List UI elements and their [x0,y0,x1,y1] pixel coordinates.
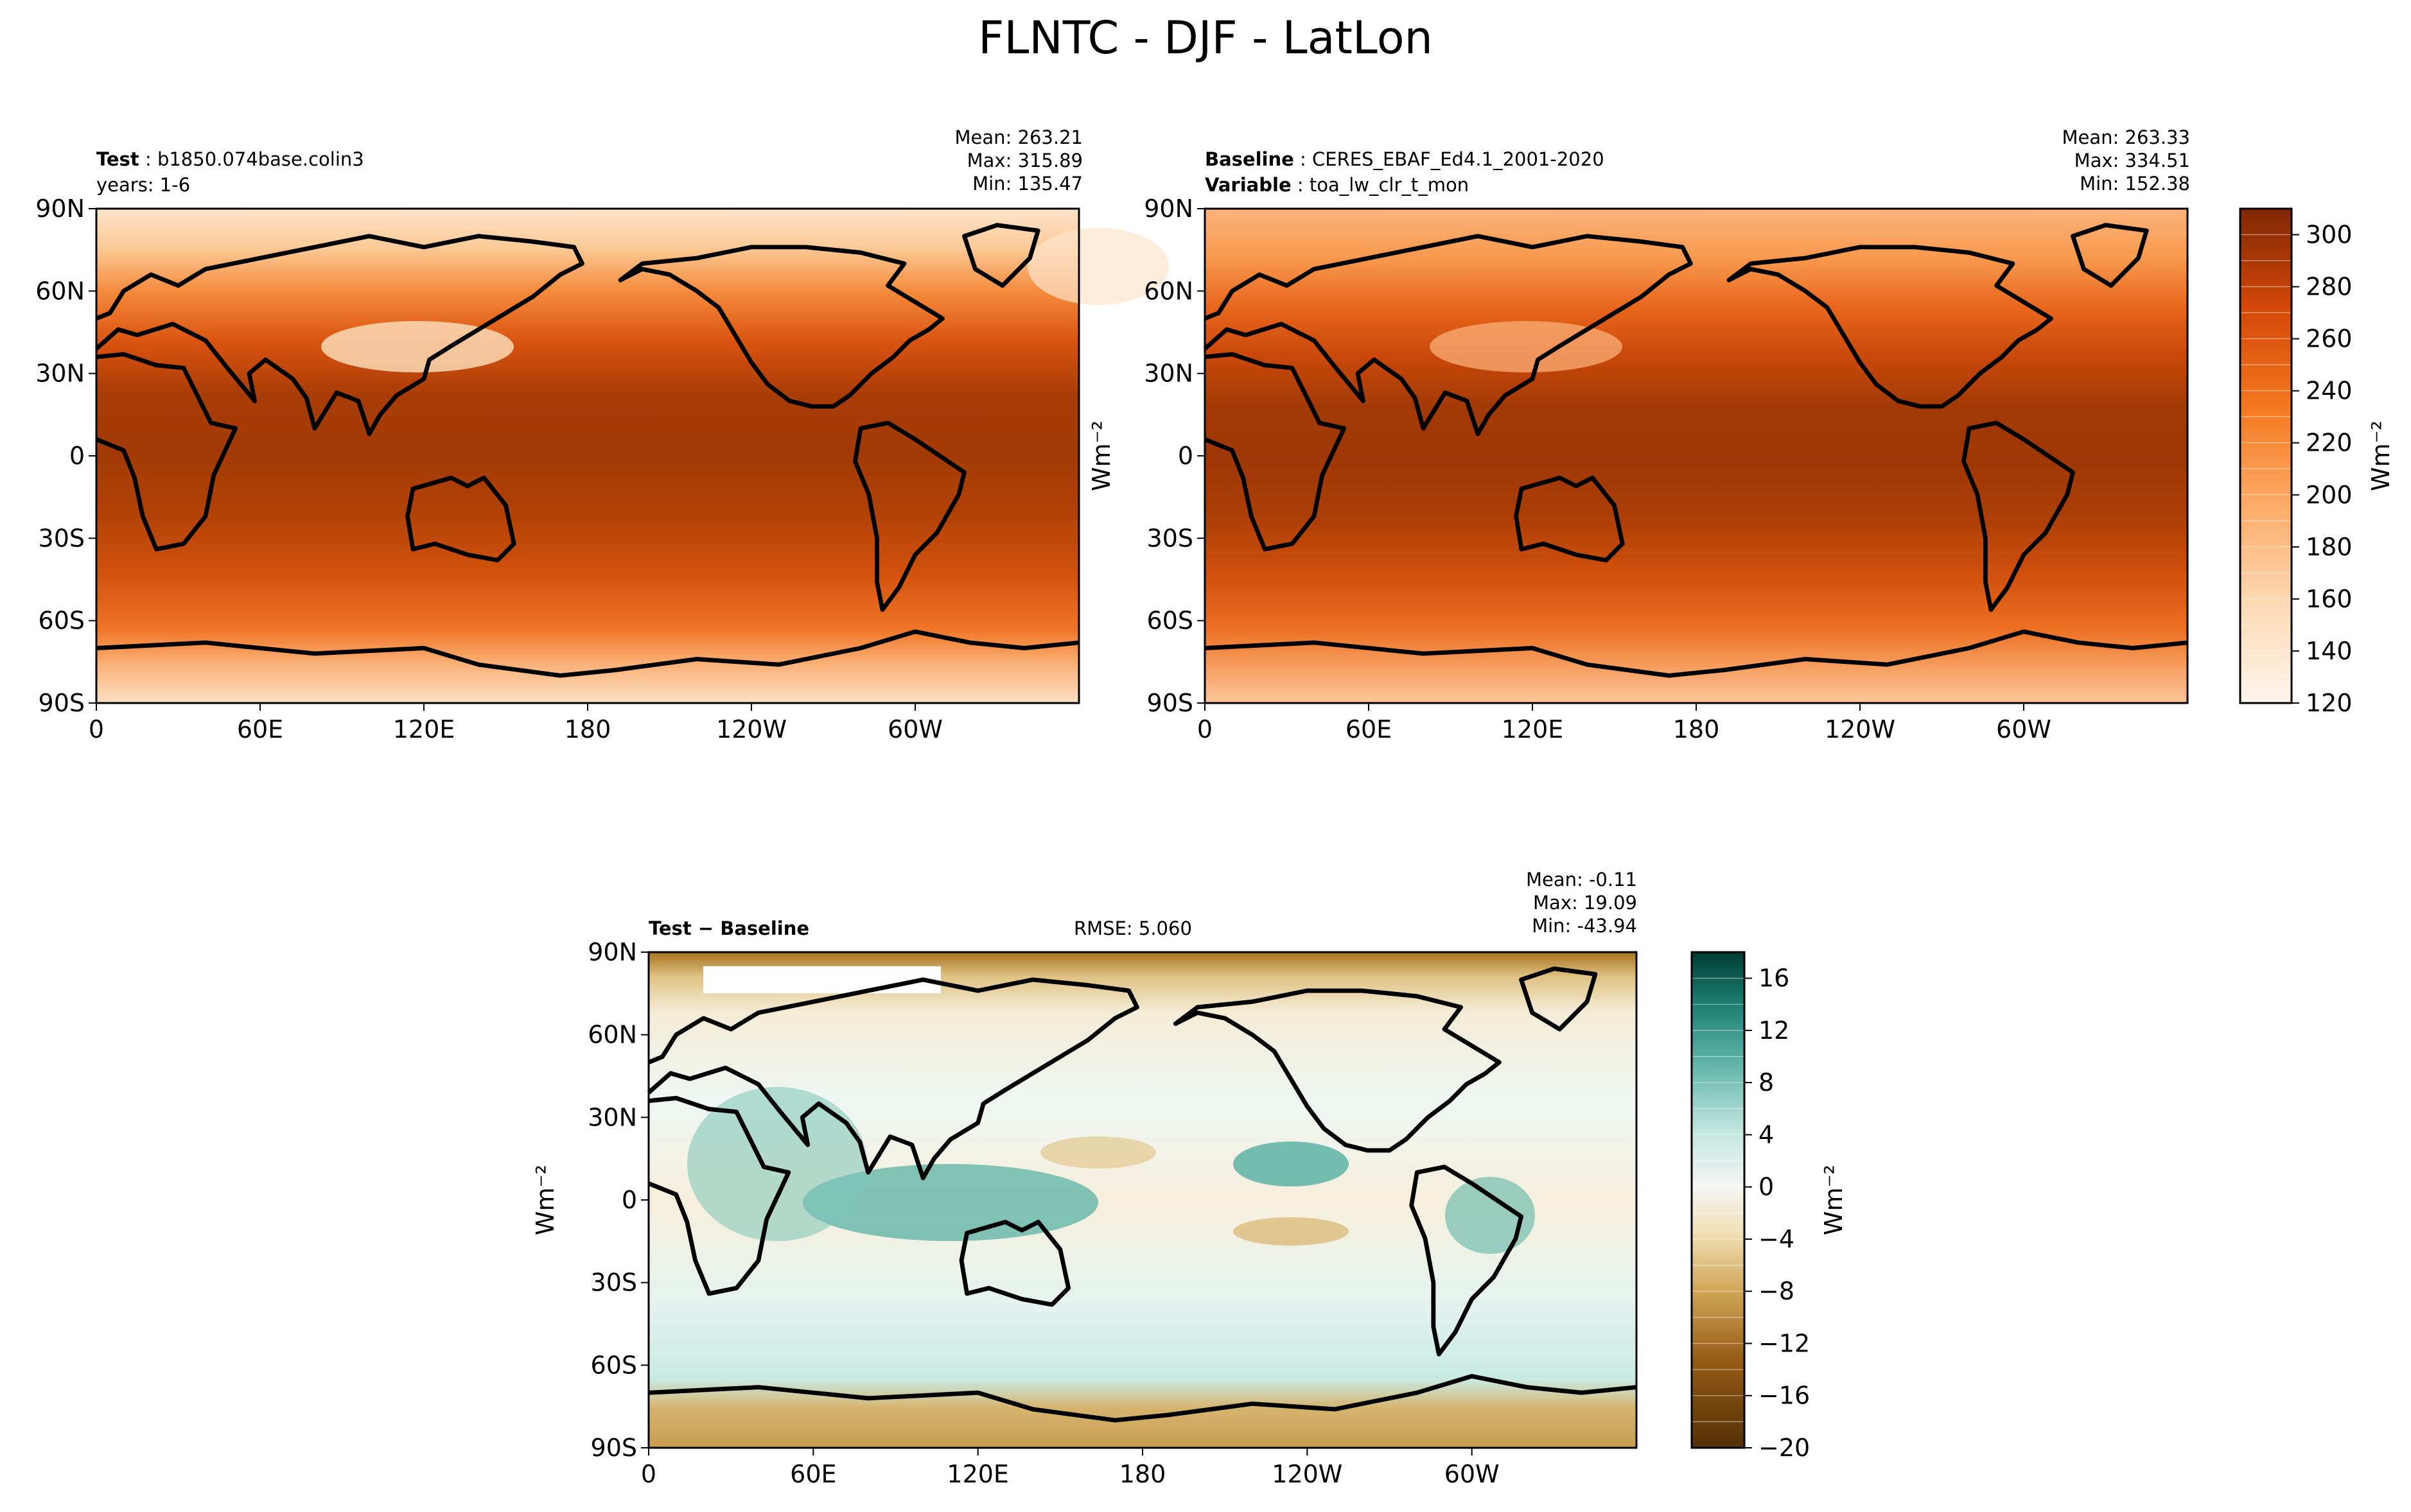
baseline-variable-key: Variable [1205,174,1292,196]
diff-xtick-label: 60W [1444,1460,1500,1488]
test-xtick-label: 180 [565,715,611,743]
test-xtick-label: 60E [237,715,283,743]
diff-label: Test − Baseline [649,917,809,940]
test-label-key: Test [96,148,139,170]
test-mean: Mean: 263.21 [954,126,1083,148]
diff-xtick-label: 0 [641,1460,656,1488]
colorbar-brbg-tick-label: 12 [1758,1016,1789,1045]
test-ytick-label: 60N [35,277,85,305]
test-ytick-label: 0 [69,442,85,470]
diff-ytick-label: 90N [588,938,637,966]
colorbar-brbg-tick-label: −8 [1758,1277,1794,1305]
baseline-ytick-label: 90N [1144,195,1193,223]
colorbar-brbg [1690,951,1746,1449]
baseline-xtick-label: 120E [1502,715,1564,743]
colorbar-oranges-tick-label: 200 [2306,481,2353,509]
baseline-stats: Mean: 263.33 Max: 334.51 Min: 152.38 [2062,126,2190,195]
diff-ylabel: Wm⁻² [531,1165,559,1235]
diff-ytick-label: 60N [588,1021,637,1049]
baseline-xtick-label: 60W [1996,715,2051,743]
baseline-ytick-label: 60N [1144,277,1193,305]
colorbar-brbg-label: Wm⁻² [1819,1165,1848,1235]
colorbar-oranges-tick-label: 160 [2306,585,2353,613]
test-ytick-label: 90N [35,195,85,223]
baseline-ytick-label: 30S [1147,524,1193,552]
diff-ytick-label: 60S [591,1351,637,1379]
colorbar-oranges-tick-label: 280 [2306,273,2353,301]
test-ytick-label: 30N [35,360,85,388]
diff-map [649,951,1636,1449]
diff-mean: Mean: -0.11 [1525,869,1637,891]
colorbar-brbg-tick-label: −20 [1758,1434,1810,1462]
colorbar-oranges-tick-label: 140 [2306,637,2353,665]
baseline-xtick-label: 180 [1673,715,1720,743]
baseline-ytick-label: 30N [1144,360,1193,388]
diff-ytick-label: 30S [591,1269,637,1297]
baseline-label: Baseline : CERES_EBAF_Ed4.1_2001-2020 [1205,148,1604,170]
test-stats: Mean: 263.21 Max: 315.89 Min: 135.47 [955,126,1083,195]
baseline-ytick-label: 60S [1147,607,1193,635]
baseline-min: Min: 152.38 [2080,173,2190,195]
colorbar-oranges-label: Wm⁻² [2367,421,2395,491]
baseline-variable-value: toa_lw_clr_t_mon [1309,174,1469,196]
test-min: Min: 135.47 [972,173,1083,195]
diff-xtick-label: 120E [947,1460,1009,1488]
test-years: years: 1-6 [96,174,191,196]
colorbar-brbg-tick-label: −12 [1758,1329,1810,1357]
baseline-label-value: CERES_EBAF_Ed4.1_2001-2020 [1312,148,1604,170]
diff-min: Min: -43.94 [1532,915,1637,937]
test-xtick-label: 120W [716,715,787,743]
baseline-variable: Variable : toa_lw_clr_t_mon [1205,174,1469,196]
baseline-mean: Mean: 263.33 [2062,126,2190,148]
baseline-xtick-label: 60E [1346,715,1392,743]
colorbar-oranges [2239,207,2293,704]
baseline-ytick-label: 90S [1147,689,1193,717]
test-max: Max: 315.89 [967,150,1083,171]
diff-stats: Mean: -0.11 Max: 19.09 Min: -43.94 [1526,868,1637,937]
test-ytick-label: 60S [39,607,85,635]
baseline-ytick-label: 0 [1178,442,1193,470]
test-xtick-label: 120E [393,715,455,743]
colorbar-oranges-tick-label: 240 [2306,377,2353,405]
test-xtick-label: 60W [888,715,943,743]
baseline-max: Max: 334.51 [2074,150,2190,171]
test-ytick-label: 30S [39,524,85,552]
diff-label-text: Test − Baseline [649,917,810,939]
test-map [96,207,1169,704]
diff-rmse: RMSE: 5.060 [1074,917,1192,939]
diff-xtick-label: 180 [1119,1460,1166,1488]
colorbar-brbg-tick-label: 8 [1758,1068,1774,1097]
figure-title: FLNTC - DJF - LatLon [978,12,1433,64]
diff-ytick-label: 30N [588,1103,637,1131]
diff-max: Max: 19.09 [1533,892,1637,914]
colorbar-brbg-tick-label: −4 [1758,1225,1794,1253]
diff-xtick-label: 120W [1272,1460,1342,1488]
baseline-label-key: Baseline [1205,148,1294,170]
colorbar-oranges-tick-label: 300 [2306,221,2353,249]
colorbar-oranges-tick-label: 180 [2306,533,2353,561]
test-xtick-label: 0 [89,715,104,743]
colorbar-brbg-tick-label: 4 [1758,1120,1774,1149]
baseline-ylabel: Wm⁻² [1087,421,1116,491]
baseline-xtick-label: 120W [1825,715,1895,743]
test-label: Test : b1850.074base.colin3 [96,148,364,170]
diff-xtick-label: 60E [790,1460,836,1488]
test-ytick-label: 90S [39,689,85,717]
baseline-map [1205,207,2187,704]
colorbar-brbg-tick-label: 0 [1758,1173,1774,1201]
colorbar-brbg-tick-label: −16 [1758,1382,1810,1410]
diff-ytick-label: 0 [622,1186,637,1214]
colorbar-oranges-tick-label: 120 [2306,689,2353,717]
test-label-value: b1850.074base.colin3 [157,148,364,170]
colorbar-brbg-tick-label: 16 [1758,964,1789,993]
colorbar-oranges-tick-label: 220 [2306,429,2353,457]
baseline-xtick-label: 0 [1197,715,1213,743]
colorbar-oranges-tick-label: 260 [2306,325,2353,353]
diff-ytick-label: 90S [591,1434,637,1462]
